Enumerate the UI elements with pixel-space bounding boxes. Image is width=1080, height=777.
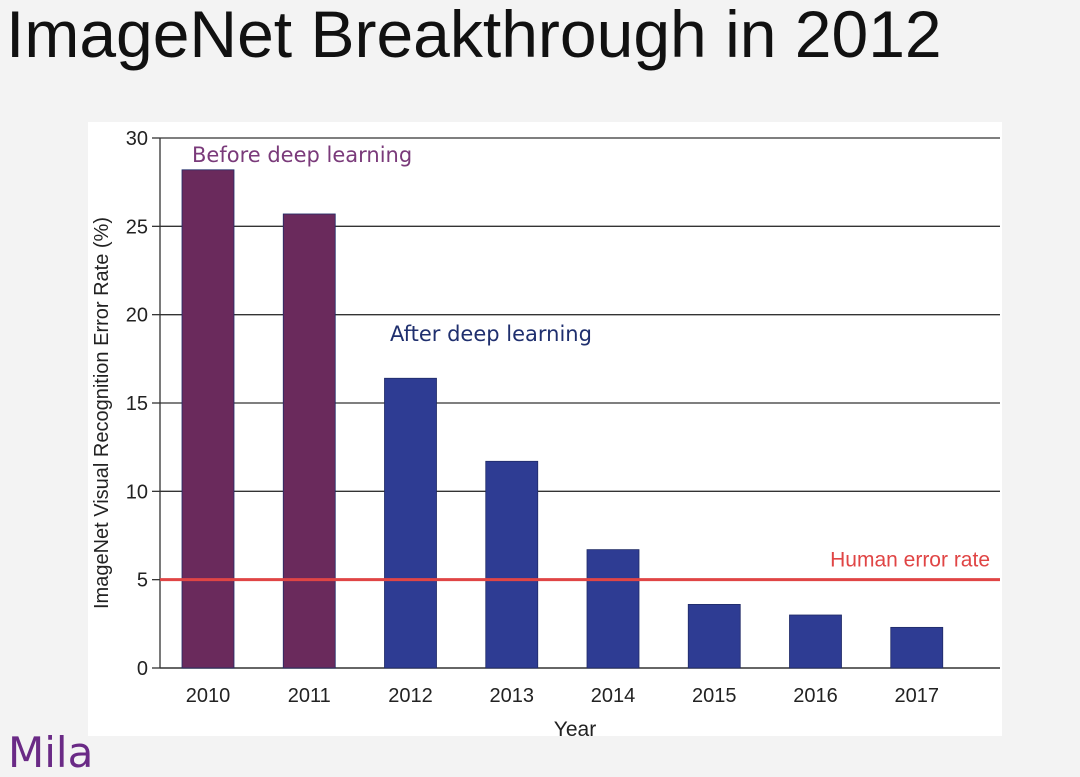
x-tick-label: 2016 <box>793 685 838 707</box>
y-tick-label: 0 <box>137 658 148 680</box>
bar-2015 <box>687 603 741 669</box>
human-error-label: Human error rate <box>830 549 990 572</box>
slide-title: ImageNet Breakthrough in 2012 <box>6 0 942 71</box>
chart-area: 0 5 10 15 20 25 30 2010 2011 2012 2013 2014 2015 2016… <box>88 122 1002 736</box>
x-tick-label: 2011 <box>288 685 331 707</box>
bar-2014 <box>586 549 640 669</box>
x-tick-label: 2017 <box>895 685 940 707</box>
y-tick-label: 15 <box>126 393 148 415</box>
after-annotation: After deep learning <box>390 322 592 346</box>
bar-2010 <box>181 169 235 669</box>
x-tick-label: 2013 <box>490 685 535 707</box>
y-tick-label: 25 <box>126 216 148 238</box>
x-tick-label: 2012 <box>388 685 433 707</box>
x-tick-label: 2010 <box>186 685 231 707</box>
x-axis-label: Year <box>554 718 596 736</box>
bar-2013 <box>485 460 539 669</box>
bar-2017 <box>890 626 944 669</box>
y-axis-label: ImageNet Visual Recognition Error Rate (… <box>91 217 113 609</box>
y-tick-label: 20 <box>126 305 148 327</box>
bar-2016 <box>789 614 842 669</box>
before-annotation: Before deep learning <box>192 143 412 167</box>
bar-2011 <box>282 213 336 669</box>
mila-logo: Mila <box>8 728 94 777</box>
x-tick-label: 2015 <box>692 685 737 707</box>
y-tick-label: 5 <box>137 570 148 592</box>
x-tick-label: 2014 <box>591 685 636 707</box>
y-tick-label: 10 <box>126 481 148 503</box>
bar-2012 <box>384 377 437 669</box>
y-tick-label: 30 <box>126 128 148 150</box>
bar-chart: 0 5 10 15 20 25 30 2010 2011 2012 2013 2014 2015 2016… <box>91 128 1000 736</box>
